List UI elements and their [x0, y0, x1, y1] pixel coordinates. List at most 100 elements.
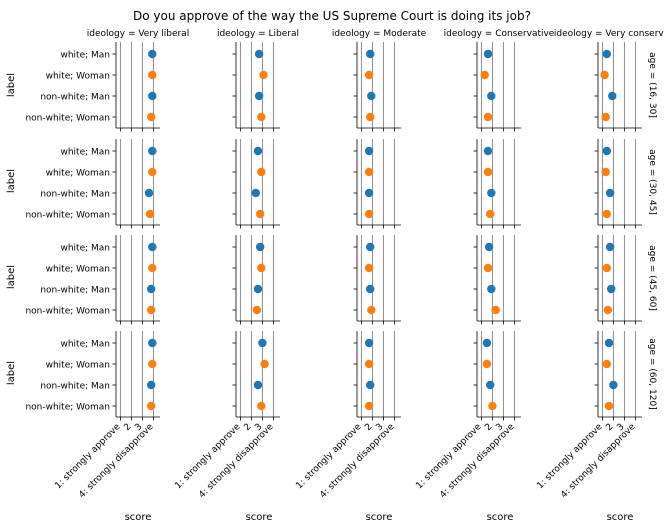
data-point: [491, 305, 500, 315]
data-point: [252, 305, 262, 315]
data-point: [148, 49, 157, 59]
facet-column-label: ideology = Liberal: [217, 29, 299, 39]
facet-panel: 1: strongly approve 2 34: strongly disappr…: [173, 331, 280, 500]
data-point: [256, 242, 265, 252]
facet-row-label: age = (30, 45]: [647, 149, 657, 215]
data-point: [601, 112, 610, 122]
y-tick-label: non-white; Man: [40, 93, 110, 103]
facet-grid: white; Man white; Woman non-white; Man non-…: [25, 29, 664, 500]
y-tick-label: non-white; Woman: [25, 211, 110, 221]
x-tick-label: 1: strongly approve: [173, 422, 242, 491]
data-point: [364, 70, 374, 80]
facet-panel: 1: strongly approve 2 34: strongly disappr…: [294, 331, 401, 500]
facet-panel: [594, 235, 642, 325]
data-point: [366, 112, 375, 122]
x-axis-label: score: [246, 512, 273, 523]
y-tick-label: non-white; Woman: [25, 403, 110, 413]
data-point: [256, 209, 265, 219]
data-point: [147, 401, 156, 411]
data-point: [257, 263, 266, 273]
data-point: [366, 49, 375, 59]
data-point: [483, 263, 493, 273]
data-point: [488, 401, 497, 411]
y-tick-label: white; Man: [60, 148, 110, 158]
data-point: [364, 167, 374, 177]
x-tick-label: 3: [253, 422, 264, 433]
data-point: [254, 49, 264, 59]
data-point: [257, 112, 266, 122]
data-point: [253, 380, 263, 390]
data-point: [258, 338, 267, 348]
facet-column-label: ideology = Moderate: [332, 29, 427, 39]
facet-panel: [353, 235, 401, 325]
facet-panel: ideology = Liberal: [217, 29, 299, 132]
data-point: [604, 401, 614, 411]
y-tick-label: white; Man: [60, 51, 110, 61]
data-point: [148, 70, 157, 80]
data-point: [366, 284, 375, 294]
data-point: [364, 359, 374, 369]
data-point: [147, 380, 156, 390]
data-point: [364, 209, 374, 219]
data-point: [486, 380, 495, 390]
y-tick-label: white; Woman: [46, 361, 110, 371]
x-axis-label: score: [487, 512, 514, 523]
data-point: [609, 380, 618, 390]
y-tick-label: white; Woman: [46, 72, 110, 82]
facet-panel: white; Man white; Woman non-white; Man non-…: [25, 29, 189, 132]
data-point: [484, 242, 494, 252]
data-point: [480, 70, 489, 80]
y-tick-label: non-white; Woman: [25, 114, 110, 124]
y-axis-label: label: [6, 73, 17, 97]
data-point: [602, 49, 611, 59]
data-point: [602, 146, 611, 156]
x-tick-label: 1: strongly approve: [414, 422, 483, 491]
data-point: [366, 242, 375, 252]
data-point: [602, 263, 611, 273]
data-point: [364, 188, 374, 198]
x-tick-label: 3: [494, 422, 505, 433]
data-point: [148, 167, 157, 177]
y-tick-label: non-white; Man: [40, 190, 110, 200]
data-point: [147, 305, 156, 315]
x-tick-label: 2: [242, 422, 253, 433]
data-point: [148, 242, 157, 252]
facet-panel: [353, 139, 401, 229]
data-point: [600, 70, 609, 80]
facet-panel: [232, 139, 280, 229]
data-point: [601, 167, 610, 177]
data-point: [148, 359, 157, 369]
data-point: [483, 167, 493, 177]
data-point: [253, 146, 263, 156]
data-point: [260, 359, 269, 369]
facet-panel: ideology = Moderate: [332, 29, 427, 132]
data-point: [254, 91, 264, 101]
x-tick-label: 2: [122, 422, 133, 433]
facet-row-label: age = (16, 30]: [647, 52, 657, 118]
facet-panel: [473, 139, 521, 229]
data-point: [367, 91, 376, 101]
data-point: [251, 188, 260, 198]
x-tick-label: 3: [374, 422, 385, 433]
data-point: [148, 146, 157, 156]
data-point: [604, 338, 614, 348]
x-tick-label: 3: [133, 422, 144, 433]
data-point: [487, 284, 496, 294]
facet-panel: white; Man white; Woman non-white; Man non-…: [25, 235, 160, 325]
y-tick-label: white; Woman: [46, 169, 110, 179]
data-point: [482, 338, 492, 348]
data-point: [483, 49, 493, 59]
data-point: [486, 209, 495, 219]
x-tick-label: 1: strongly approve: [294, 422, 363, 491]
facet-panel: white; Man white; Woman non-white; Man non-…: [25, 331, 160, 500]
y-axis-label: label: [6, 265, 17, 289]
facet-panel: [232, 235, 280, 325]
facet-panel: ideology = Very conservative: [554, 29, 664, 132]
facet-panel: [473, 235, 521, 325]
data-point: [603, 305, 613, 315]
x-tick-label: 1: strongly approve: [535, 422, 604, 491]
data-point: [148, 263, 157, 273]
x-tick-label: 1: strongly approve: [53, 422, 122, 491]
facet-column-label: ideology = Conservative: [444, 29, 555, 39]
